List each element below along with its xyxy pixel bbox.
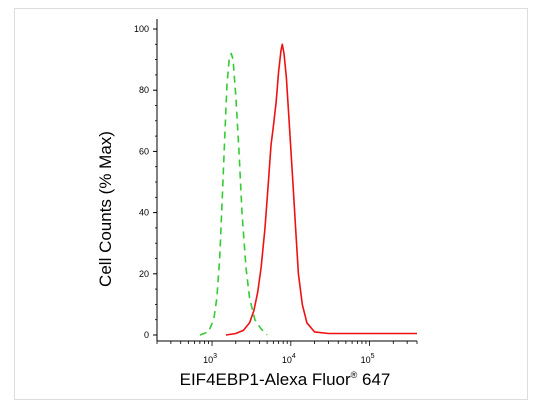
- y-tick-label: 0: [144, 330, 149, 340]
- y-ticks: 0 20 40 60 80 100: [134, 24, 157, 340]
- chart-frame: 0 20 40 60 80 100 103 104 105 Cell Counts (% Ma…: [14, 8, 528, 400]
- y-tick-label: 60: [139, 146, 149, 156]
- histogram-chart: 0 20 40 60 80 100 103 104 105 Cell Counts (% Ma…: [96, 19, 418, 389]
- x-tick-label: 103: [203, 353, 217, 365]
- x-tick-label: 104: [282, 353, 296, 365]
- y-axis-title: Cell Counts (% Max): [96, 131, 115, 287]
- y-tick-label: 20: [139, 269, 149, 279]
- series-group: [199, 43, 417, 336]
- y-tick-label: 40: [139, 208, 149, 218]
- x-ticks: 103 104 105: [156, 341, 418, 365]
- x-axis-title-sup: ®: [351, 370, 358, 380]
- x-tick-label: 105: [361, 353, 375, 365]
- x-axis-title-suffix: 647: [357, 370, 390, 389]
- y-tick-label: 100: [134, 24, 149, 34]
- series-solid-line: [225, 43, 417, 336]
- axes: [156, 19, 417, 342]
- x-axis-title-main: EIF4EBP1-Alexa Fluor: [180, 370, 351, 389]
- series-dashed-line: [199, 52, 268, 336]
- y-tick-label: 80: [139, 85, 149, 95]
- x-axis-title: EIF4EBP1-Alexa Fluor® 647: [180, 370, 391, 389]
